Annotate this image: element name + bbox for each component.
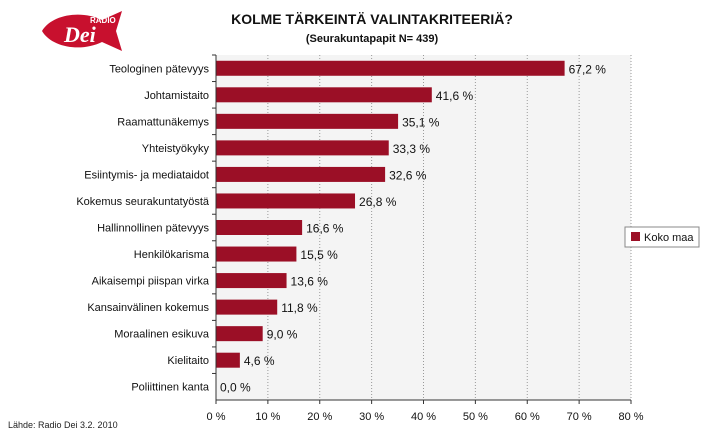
bar (216, 273, 287, 289)
category-label: Moraalinen esikuva (114, 329, 210, 341)
chart-subtitle: (Seurakuntapapit N= 439) (306, 33, 439, 45)
logo-small-text: RADIO (90, 16, 116, 25)
chart-title: KOLME TÄRKEINTÄ VALINTAKRITEERIÄ? (231, 11, 513, 27)
x-tick-label: 30 % (359, 411, 384, 423)
category-label: Aikaisempi piispan virka (92, 276, 210, 288)
bar (216, 60, 565, 76)
bar (216, 113, 399, 129)
category-label: Kielitaito (167, 355, 209, 367)
value-label: 11,8 % (281, 301, 318, 315)
bar (216, 220, 303, 235)
x-tick-label: 40 % (411, 411, 436, 423)
radio-dei-logo: RADIO Dei (42, 11, 122, 51)
value-label: 0,0 % (220, 381, 251, 395)
category-labels: Teologinen pätevyys Johtamistaito Raamattu… (76, 63, 210, 393)
bar (216, 166, 386, 182)
value-labels: 67,2 % 41,6 % 35,1 % 33,3 % 32,6 % 26,8 % 16,6… (220, 62, 606, 394)
fish-icon (42, 11, 122, 51)
category-label: Kokemus seurakuntatyöstä (76, 196, 210, 208)
category-label: Esiintymis- ja mediataidot (84, 169, 209, 181)
value-label: 33,3 % (393, 142, 431, 156)
category-label: Yhteistyökyky (142, 143, 210, 155)
value-label: 4,6 % (244, 354, 275, 368)
bar (216, 193, 356, 209)
legend-box (624, 226, 700, 248)
source-note: Lähde: Radio Dei 3.2. 2010 (8, 420, 118, 430)
category-label: Teologinen pätevyys (109, 63, 209, 75)
gridlines (267, 55, 632, 400)
x-tick-label: 80 % (618, 411, 643, 423)
value-label: 67,2 % (569, 62, 607, 76)
value-label: 41,6 % (436, 89, 474, 103)
x-tick-label: 0 % (207, 411, 226, 423)
category-label: Poliittinen kanta (131, 382, 210, 394)
bar (216, 140, 389, 156)
legend-label: Koko maa (644, 232, 694, 244)
bar (216, 352, 240, 368)
value-label: 9,0 % (267, 328, 298, 342)
x-tick-label: 20 % (307, 411, 332, 423)
value-label: 26,8 % (359, 195, 397, 209)
bar (216, 87, 432, 103)
category-label: Johtamistaito (144, 90, 209, 102)
x-axis-ticks: 0 % 10 % 20 % 30 % 40 % 50 % 60 % 70 % 80 % (207, 400, 644, 423)
category-label: Henkilökarisma (134, 249, 210, 261)
value-label: 13,6 % (291, 275, 329, 289)
category-label: Hallinnollinen pätevyys (97, 223, 209, 235)
category-label: Raamattunäkemys (117, 116, 209, 128)
x-tick-label: 10 % (255, 411, 280, 423)
x-tick-label: 70 % (567, 411, 592, 423)
value-label: 32,6 % (389, 168, 427, 182)
value-label: 16,6 % (306, 222, 344, 236)
category-label: Kansainvälinen kokemus (87, 302, 209, 314)
x-tick-label: 50 % (463, 411, 488, 423)
bar (216, 299, 278, 315)
legend: Koko maa (624, 226, 700, 248)
x-tick-label: 60 % (515, 411, 540, 423)
value-label: 35,1 % (402, 115, 440, 129)
value-label: 15,5 % (300, 248, 338, 262)
logo-main-text: Dei (63, 22, 97, 47)
bars (212, 54, 565, 374)
bar (216, 246, 297, 262)
bar (216, 326, 263, 342)
legend-swatch (631, 232, 640, 241)
